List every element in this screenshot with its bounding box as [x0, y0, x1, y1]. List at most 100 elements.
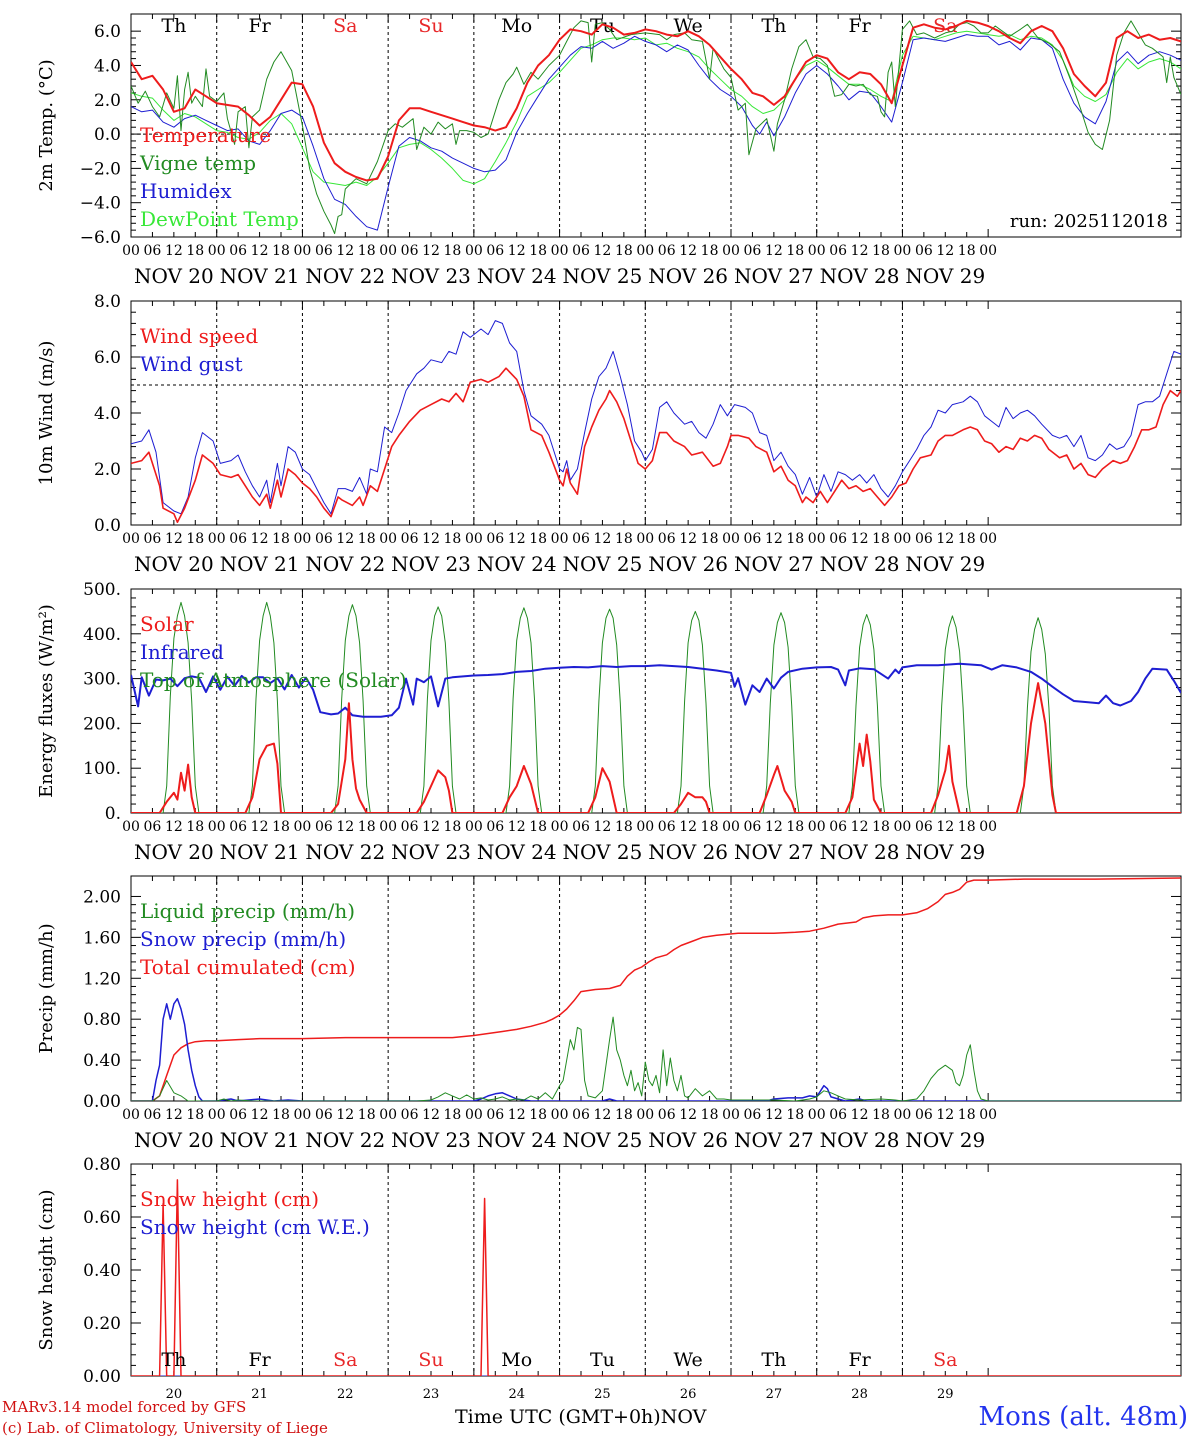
x-tick-label: 12 [165, 243, 183, 259]
y-tick-label: 6.0 [94, 348, 121, 368]
x-tick-label: 12 [422, 1107, 440, 1123]
x-tick-label: 06 [915, 531, 933, 547]
x-tick-label: 12 [679, 531, 697, 547]
x-date-label: NOV 20 [134, 264, 214, 288]
x-tick-label: 18 [529, 243, 547, 259]
x-tick-label: 12 [336, 819, 354, 835]
x-date-label: NOV 27 [734, 840, 814, 864]
x-tick-label: 18 [615, 819, 633, 835]
x-tick-label: 00 [294, 531, 312, 547]
day-name: Th [761, 15, 786, 37]
x-tick-label: 06 [572, 819, 590, 835]
x-tick-label: 18 [529, 819, 547, 835]
x-date-label: NOV 21 [220, 552, 300, 576]
x-date-label: NOV 27 [734, 552, 814, 576]
y-tick-label: 2.0 [94, 460, 121, 480]
y-tick-label: 8.0 [94, 292, 121, 312]
x-tick-label: 00 [551, 243, 569, 259]
x-tick-label: 06 [744, 819, 762, 835]
series-line-liquid-precip-mm-h- [131, 1016, 1181, 1101]
x-tick-label: 12 [336, 243, 354, 259]
x-tick-label: 00 [722, 243, 740, 259]
x-tick-label: 18 [358, 1107, 376, 1123]
x-tick-label: 12 [851, 531, 869, 547]
day-name: We [674, 1349, 703, 1371]
x-tick-label: 00 [122, 819, 140, 835]
x-date-label: NOV 21 [220, 840, 300, 864]
series-line-total-cumulated-cm- [131, 877, 1181, 1101]
x-tick-label: 18 [872, 819, 890, 835]
x-tick-label: 00 [808, 1107, 826, 1123]
x-tick-label: 12 [765, 1107, 783, 1123]
x-tick-label: 06 [572, 243, 590, 259]
day-number: 24 [508, 1387, 525, 1402]
x-tick-label: 00 [636, 243, 654, 259]
y-tick-label: −2.0 [80, 159, 121, 179]
x-tick-label: 06 [315, 243, 333, 259]
x-tick-label: 18 [444, 531, 462, 547]
x-tick-label: 06 [229, 531, 247, 547]
x-tick-label: 00 [379, 1107, 397, 1123]
series-line-dewpoint-temp [131, 30, 1181, 186]
x-tick-label: 12 [508, 531, 526, 547]
x-tick-label: 12 [165, 1107, 183, 1123]
x-tick-label: 18 [444, 819, 462, 835]
x-tick-label: 18 [786, 819, 804, 835]
x-tick-label: 18 [529, 1107, 547, 1123]
y-tick-label: 0.00 [83, 1367, 121, 1387]
x-tick-label: 12 [594, 243, 612, 259]
x-tick-label: 00 [122, 243, 140, 259]
x-tick-label: 12 [251, 531, 269, 547]
day-number: 28 [851, 1387, 868, 1402]
x-tick-label: 00 [808, 243, 826, 259]
x-date-label: NOV 22 [305, 552, 385, 576]
legend-entry: Solar [140, 612, 194, 636]
day-number: 26 [680, 1387, 697, 1402]
series-line-temperature [131, 19, 1181, 182]
day-name: Fr [248, 1349, 271, 1371]
x-tick-label: 06 [229, 1107, 247, 1123]
x-tick-label: 18 [786, 243, 804, 259]
x-tick-label: 06 [486, 243, 504, 259]
series-line-solar [131, 682, 1181, 813]
x-tick-label: 12 [765, 819, 783, 835]
x-tick-label: 18 [701, 1107, 719, 1123]
y-tick-label: 4.0 [94, 56, 121, 76]
x-tick-label: 12 [594, 531, 612, 547]
x-tick-label: 00 [808, 819, 826, 835]
x-tick-label: 18 [958, 243, 976, 259]
x-tick-label: 06 [401, 531, 419, 547]
x-tick-label: 18 [186, 243, 204, 259]
day-number: 22 [337, 1387, 354, 1402]
x-tick-label: 18 [701, 819, 719, 835]
x-tick-label: 12 [422, 819, 440, 835]
x-date-label: NOV 27 [734, 264, 814, 288]
x-tick-label: 00 [379, 531, 397, 547]
y-axis-label: 10m Wind (m/s) [36, 341, 57, 486]
day-number: 20 [166, 1387, 183, 1402]
x-tick-label: 18 [272, 819, 290, 835]
day-name: We [674, 15, 703, 37]
x-tick-label: 00 [894, 243, 912, 259]
x-date-label: NOV 28 [820, 1128, 900, 1152]
y-axis-label: Snow height (cm) [36, 1189, 57, 1350]
y-tick-label: 500. [83, 580, 121, 600]
x-date-label: NOV 23 [391, 1128, 471, 1152]
x-date-label: NOV 24 [477, 840, 557, 864]
y-tick-label: 0.80 [83, 1010, 121, 1030]
x-tick-label: 12 [936, 819, 954, 835]
x-date-label: NOV 25 [563, 1128, 643, 1152]
x-tick-label: 06 [744, 243, 762, 259]
legend-entry: Humidex [140, 179, 232, 203]
x-tick-label: 06 [915, 1107, 933, 1123]
x-tick-label: 06 [829, 243, 847, 259]
x-tick-label: 18 [786, 531, 804, 547]
x-tick-label: 00 [722, 1107, 740, 1123]
x-tick-label: 12 [851, 819, 869, 835]
day-name: Sa [933, 1349, 957, 1371]
day-name: Th [761, 1349, 786, 1371]
x-tick-label: 18 [186, 1107, 204, 1123]
day-number: 29 [937, 1387, 954, 1402]
x-tick-label: 00 [208, 819, 226, 835]
